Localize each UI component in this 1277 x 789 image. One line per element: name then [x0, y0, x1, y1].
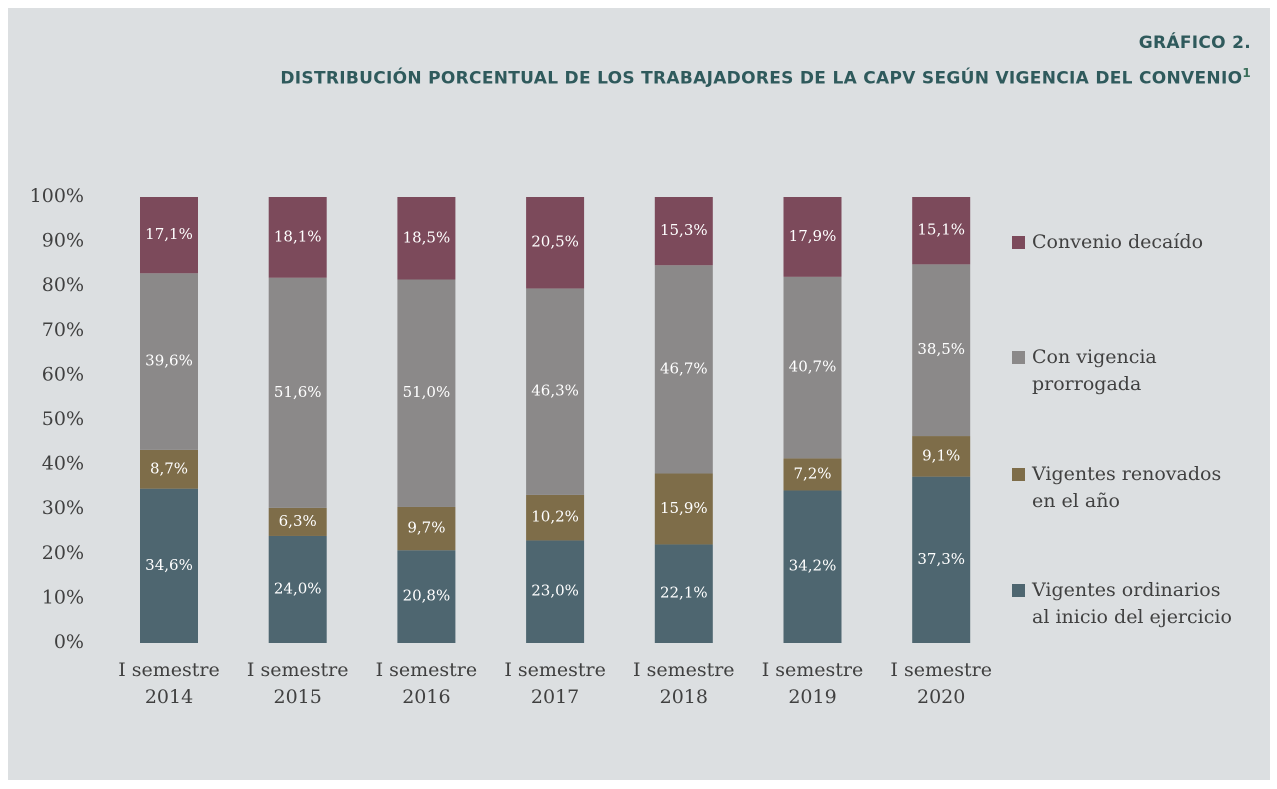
bar-segment [397, 279, 456, 507]
data-label: 34,2% [789, 557, 837, 575]
y-tick-label: 60% [42, 363, 84, 385]
legend-swatch [1012, 236, 1025, 249]
x-tick-label: I semestre 2017 [504, 659, 606, 708]
data-label: 24,0% [274, 579, 322, 597]
data-label: 8,7% [150, 459, 188, 477]
data-label: 17,9% [789, 227, 837, 245]
data-label: 10,2% [531, 508, 579, 526]
y-tick-label: 80% [42, 274, 84, 296]
data-label: 15,3% [660, 221, 708, 239]
data-label: 9,7% [407, 519, 445, 537]
legend-swatch [1012, 351, 1025, 364]
x-tick-label: I semestre 2018 [633, 659, 735, 708]
data-label: 15,1% [917, 221, 965, 239]
bar-segment [526, 197, 585, 289]
bar-segment [397, 550, 456, 643]
y-tick-label: 0% [54, 631, 84, 653]
y-tick-label: 70% [42, 319, 84, 341]
data-label: 23,0% [531, 582, 579, 600]
bar-segment [783, 276, 842, 459]
data-label: 18,5% [403, 228, 451, 246]
data-label: 34,6% [145, 556, 193, 574]
x-tick-label: I semestre 2016 [375, 659, 478, 708]
bar-segment [268, 197, 327, 278]
data-label: 17,1% [145, 225, 193, 243]
bar-segment [912, 476, 971, 643]
bar-segment [526, 494, 585, 541]
footnote-mark: 1 [1242, 66, 1251, 80]
chart-subtitle-wrap: DISTRIBUCIÓN PORCENTUAL DE LOS TRABAJADO… [51, 58, 1251, 94]
bar-segment [268, 507, 327, 536]
bar-segment [526, 540, 585, 643]
y-tick-label: 100% [30, 185, 84, 207]
data-label: 15,9% [660, 499, 708, 517]
bar-segment [912, 264, 971, 437]
bar-segment [526, 288, 585, 495]
bar-segment [140, 273, 198, 450]
data-label: 37,3% [917, 550, 965, 568]
legend-label: Convenio decaído [1032, 231, 1204, 253]
bar-segment [783, 458, 842, 491]
legend-label: Con vigencia prorrogada [1032, 346, 1157, 395]
bar-segment [397, 506, 456, 551]
y-tick-label: 90% [42, 230, 84, 252]
x-tick-label: I semestre 2015 [246, 659, 349, 708]
data-label: 18,1% [274, 227, 322, 245]
legend-swatch [1012, 468, 1025, 481]
legend-item: Con vigencia prorrogada [1012, 344, 1252, 398]
data-label: 22,1% [660, 584, 708, 602]
chart-title: GRÁFICO 2. [1138, 33, 1251, 53]
data-label: 51,6% [274, 383, 322, 401]
x-tick-label: I semestre 2014 [118, 659, 220, 708]
bar-segment [140, 197, 198, 274]
bar-segment [140, 449, 198, 489]
legend-item: Vigentes ordinarios al inicio del ejerci… [1012, 577, 1252, 631]
data-label: 40,7% [789, 358, 837, 376]
data-label: 20,8% [403, 587, 451, 605]
y-tick-label: 20% [42, 542, 84, 564]
data-label: 46,3% [531, 382, 579, 400]
data-label: 39,6% [145, 352, 193, 370]
bar-segment [654, 197, 713, 266]
legend-label: Vigentes renovados en el año [1032, 463, 1222, 512]
bar-segment [268, 277, 327, 508]
bar-segment [654, 473, 713, 545]
y-tick-label: 10% [42, 586, 84, 608]
data-label: 20,5% [531, 233, 579, 251]
y-tick-label: 30% [42, 497, 84, 519]
bar-segment [912, 436, 971, 477]
chart-subtitle: DISTRIBUCIÓN PORCENTUAL DE LOS TRABAJADO… [280, 68, 1243, 89]
bar-segment [397, 197, 456, 280]
bar-segment [783, 490, 842, 643]
bar-segment [654, 544, 713, 643]
legend-swatch [1012, 584, 1025, 597]
data-label: 38,5% [917, 340, 965, 358]
panel [8, 8, 1270, 780]
y-tick-label: 50% [42, 408, 84, 430]
bar-segment [268, 535, 327, 643]
legend-item: Vigentes renovados en el año [1012, 461, 1252, 515]
data-label: 46,7% [660, 359, 708, 377]
bar-segment [140, 488, 198, 643]
data-label: 6,3% [279, 512, 317, 530]
x-tick-label: I semestre 2019 [761, 659, 864, 708]
chart-header: GRÁFICO 2. DISTRIBUCIÓN PORCENTUAL DE LO… [51, 28, 1251, 94]
bar-segment [912, 197, 971, 265]
x-tick-label: I semestre 2020 [890, 659, 992, 708]
bar-segment [654, 265, 713, 474]
data-label: 7,2% [793, 464, 831, 482]
data-label: 9,1% [922, 446, 960, 464]
y-tick-label: 40% [42, 453, 84, 475]
bar-segment [783, 197, 842, 277]
data-label: 51,0% [403, 383, 451, 401]
legend-item: Convenio decaído [1012, 229, 1252, 256]
legend-label: Vigentes ordinarios al inicio del ejerci… [1032, 579, 1232, 628]
